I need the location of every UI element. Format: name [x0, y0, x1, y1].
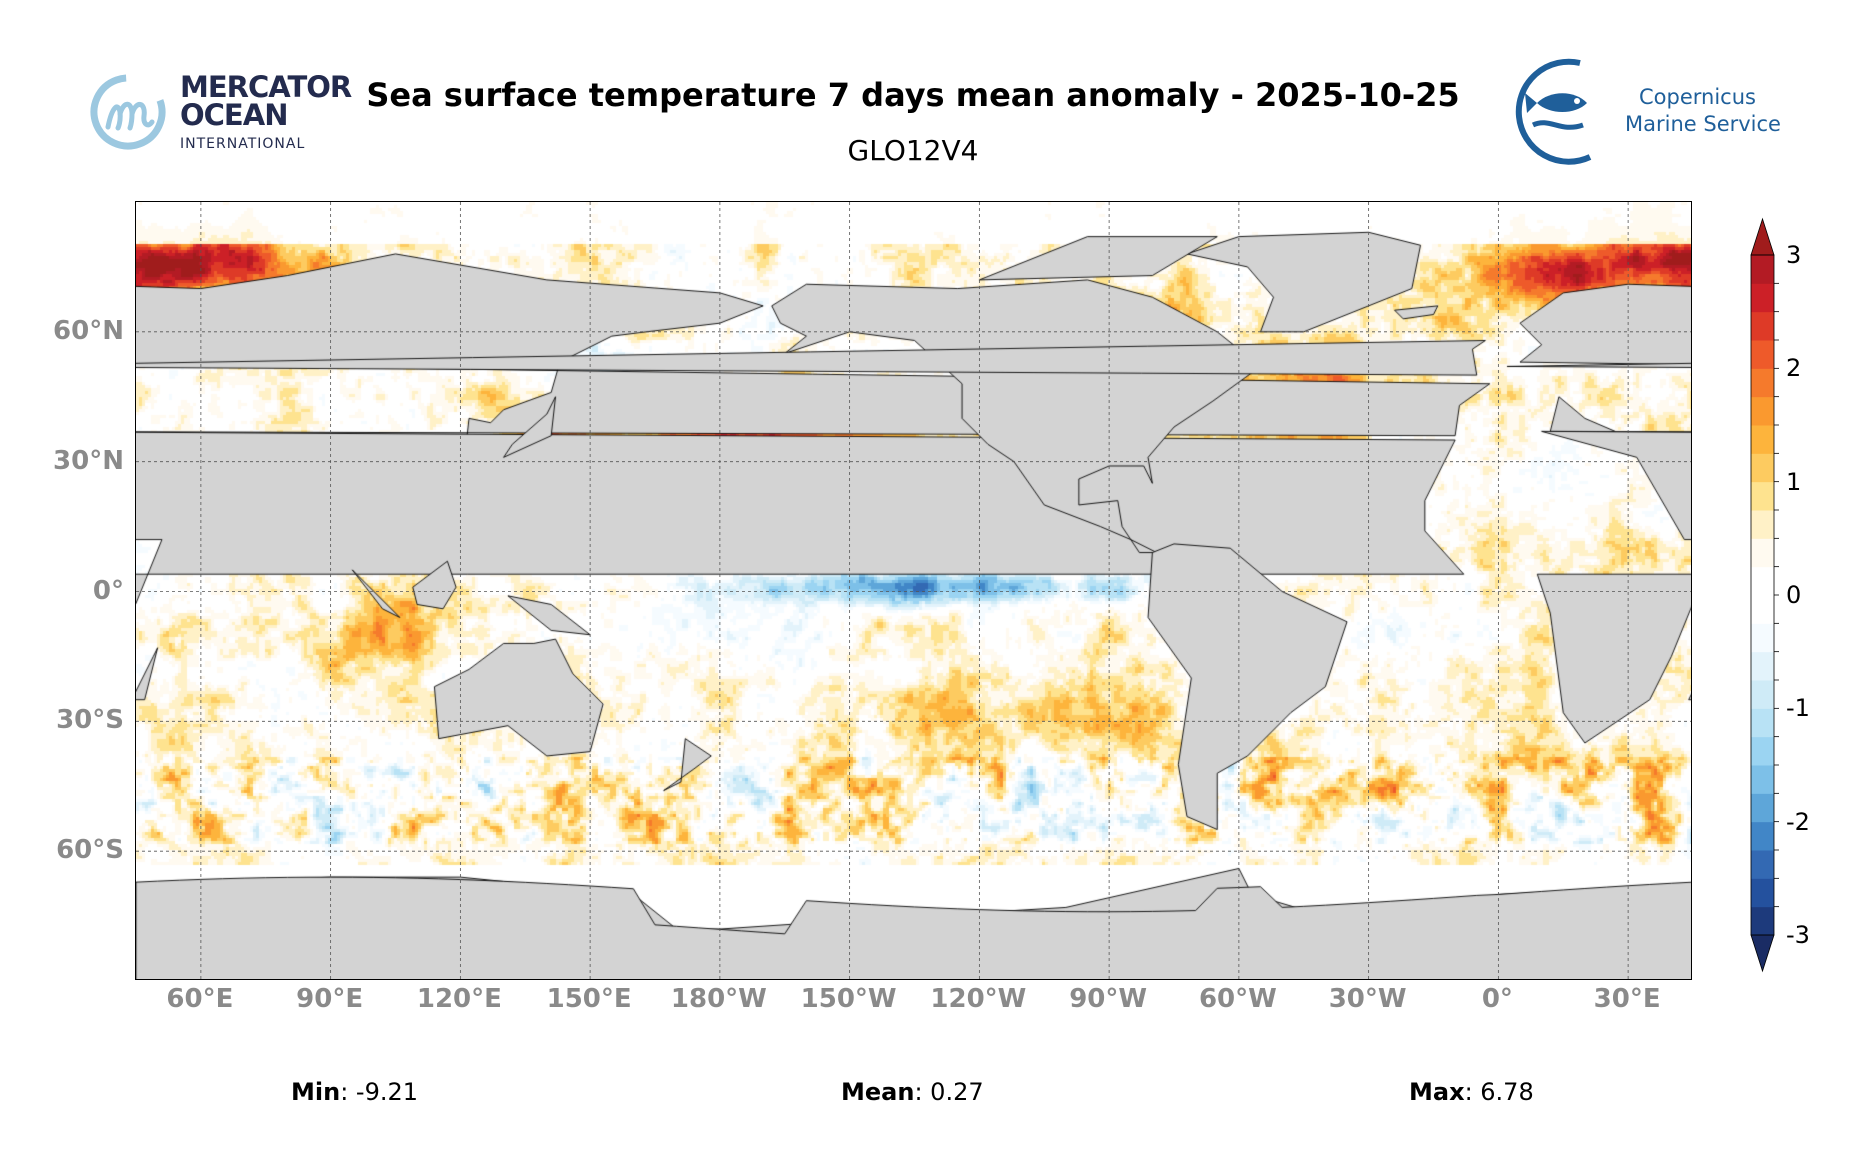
colorbar-band — [1751, 510, 1774, 539]
colorbar-band — [1751, 481, 1774, 511]
colorbar-under-arrow — [1750, 934, 1775, 973]
copernicus-marine-logo: Copernicus Marine Service — [1505, 55, 1795, 165]
colorbar-band — [1751, 368, 1774, 398]
lon-label: 30°E — [1593, 984, 1661, 1014]
colorbar-band — [1751, 425, 1774, 454]
colorbar-band — [1751, 453, 1774, 483]
colorbar-band — [1751, 793, 1774, 823]
colorbar-band — [1751, 311, 1774, 341]
colorbar-band — [1751, 340, 1774, 369]
colorbar-band — [1751, 821, 1774, 851]
lat-label: 30°S — [56, 705, 124, 736]
colorbar-band — [1751, 566, 1774, 596]
colorbar-band — [1751, 538, 1774, 568]
lon-label: 180°W — [670, 984, 767, 1014]
stat-mean-value: : 0.27 — [914, 1078, 984, 1106]
mercator-line1: MERCATOR — [180, 70, 352, 104]
map-subtitle: GLO12V4 — [847, 134, 979, 167]
lat-label: 30°N — [53, 445, 124, 476]
stat-max: Max: 6.78 — [1409, 1078, 1534, 1106]
map-title: Sea surface temperature 7 days mean anom… — [366, 76, 1460, 114]
colorbar-band — [1751, 283, 1774, 313]
colorbar-band — [1751, 708, 1774, 738]
colorbar-band — [1751, 396, 1774, 426]
copernicus-line2: Marine Service — [1625, 112, 1781, 136]
stat-max-value: : 6.78 — [1464, 1078, 1534, 1106]
lon-label: 120°W — [930, 984, 1027, 1014]
mercator-ocean-logo: MERCATOR OCEAN INTERNATIONAL — [88, 70, 358, 155]
colorbar-band — [1751, 680, 1774, 709]
stat-mean: Mean: 0.27 — [841, 1078, 984, 1106]
colorbar-band — [1751, 765, 1774, 794]
colorbar-band — [1751, 736, 1774, 766]
lon-label: 150°E — [546, 984, 632, 1014]
lon-label: 60°W — [1198, 984, 1277, 1014]
copernicus-line1: Copernicus — [1639, 85, 1756, 109]
lon-label: 90°E — [296, 984, 364, 1014]
colorbar-band — [1751, 878, 1774, 908]
sst-anomaly-map — [135, 201, 1692, 980]
mercator-line2: OCEAN — [180, 98, 288, 132]
colorbar-band — [1751, 255, 1774, 284]
colorbar-label: -3 — [1786, 921, 1810, 949]
lon-label: 150°W — [800, 984, 897, 1014]
lon-label: 120°E — [416, 984, 502, 1014]
colorbar-label: -1 — [1786, 694, 1810, 723]
colorbar-band — [1751, 595, 1774, 624]
stat-mean-label: Mean — [841, 1078, 915, 1106]
mercator-m-icon — [90, 74, 166, 150]
colorbar-over-arrow — [1750, 217, 1775, 256]
lon-label: 60°E — [166, 984, 234, 1014]
colorbar-label: 1 — [1786, 467, 1802, 496]
lon-label: 30°W — [1328, 984, 1407, 1014]
stat-max-label: Max — [1409, 1078, 1465, 1106]
lon-label: 0° — [1481, 984, 1513, 1014]
colorbar-band — [1751, 906, 1774, 936]
stat-min: Min: -9.21 — [291, 1078, 418, 1106]
stat-min-value: : -9.21 — [340, 1078, 419, 1106]
lat-label: 0° — [92, 575, 124, 606]
colorbar-band — [1751, 651, 1774, 681]
stat-min-label: Min — [291, 1078, 341, 1106]
colorbar-band — [1751, 850, 1774, 879]
colorbar-label: -2 — [1786, 807, 1810, 836]
colorbar-label: 0 — [1786, 581, 1802, 609]
colorbar-label: 2 — [1786, 354, 1802, 383]
lon-label: 90°W — [1069, 984, 1148, 1014]
lat-label: 60°S — [56, 835, 124, 866]
lat-label: 60°N — [53, 315, 124, 346]
colorbar-label: 3 — [1786, 241, 1802, 269]
mercator-line3: INTERNATIONAL — [180, 136, 306, 152]
colorbar — [1750, 217, 1779, 973]
colorbar-band — [1751, 623, 1774, 653]
map-gridlines — [136, 202, 1691, 979]
copernicus-fish-icon — [1515, 58, 1592, 165]
